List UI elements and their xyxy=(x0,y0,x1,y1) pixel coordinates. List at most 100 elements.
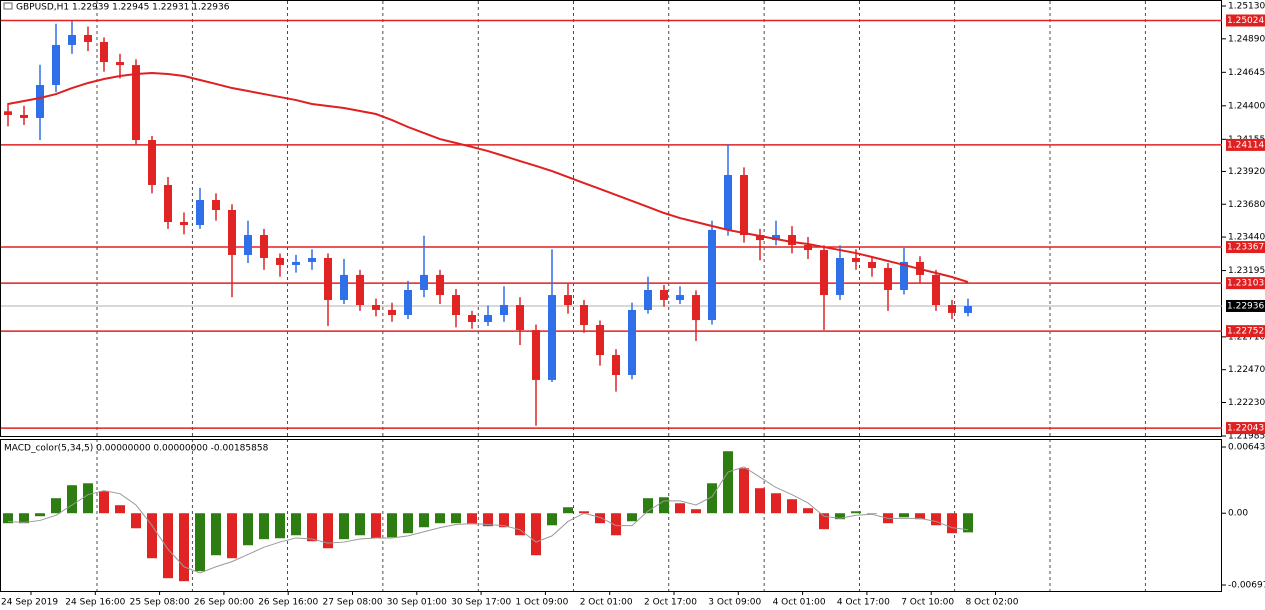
macd-bar xyxy=(835,513,845,520)
macd-bar xyxy=(851,511,861,514)
macd-bar xyxy=(915,513,925,520)
macd-bar xyxy=(467,513,477,525)
candle-body xyxy=(52,44,60,86)
level-label: 1.24114 xyxy=(1227,140,1264,150)
candle-body xyxy=(580,305,588,325)
macd-bar xyxy=(83,483,93,514)
y-tick-label: 1.24400 xyxy=(1228,101,1265,111)
last-price-label: 1.22936 xyxy=(1227,301,1264,311)
level-tag xyxy=(1226,138,1265,151)
macd-bar xyxy=(563,507,573,514)
y-tick-label: 1.24890 xyxy=(1228,34,1265,44)
macd-bar xyxy=(435,513,445,524)
macd-bar xyxy=(643,498,653,514)
candle-body xyxy=(4,111,12,115)
macd-bar xyxy=(339,513,349,540)
macd-bar xyxy=(35,513,45,517)
macd-bar xyxy=(275,513,285,539)
y-tick-label: 1.22710 xyxy=(1228,332,1265,342)
macd-bar xyxy=(371,513,381,539)
macd-title: MACD_color(5,34,5) 0.00000000 0.00000000… xyxy=(4,444,269,454)
level-label: 1.22043 xyxy=(1227,424,1264,434)
y-tick-label: 0.00 xyxy=(1228,509,1248,519)
symbol-icon xyxy=(3,2,13,10)
macd-bar xyxy=(723,451,733,514)
x-tick-label: 30 Sep 17:00 xyxy=(451,598,511,608)
candle-body xyxy=(452,295,460,315)
macd-bar xyxy=(739,468,749,514)
candle-body xyxy=(532,330,540,380)
level-label: 1.23367 xyxy=(1227,243,1264,253)
candle-body xyxy=(660,289,668,300)
candle-body xyxy=(132,65,140,140)
candle-body xyxy=(884,267,892,290)
candle-body xyxy=(356,274,364,306)
macd-bar xyxy=(163,513,173,579)
candle-body xyxy=(900,261,908,290)
candle-body xyxy=(820,250,828,296)
candle-body xyxy=(100,41,108,63)
macd-bar xyxy=(595,513,605,524)
macd-bar xyxy=(419,513,429,528)
candle-body xyxy=(932,274,940,306)
candle-body xyxy=(804,244,812,251)
candle-body xyxy=(212,200,220,210)
candle-body xyxy=(116,62,124,66)
y-tick-label: -0.00697 xyxy=(1228,581,1265,591)
macd-bar xyxy=(451,513,461,524)
macd-bar xyxy=(819,513,829,530)
candle-body xyxy=(308,257,316,262)
candle-body xyxy=(724,174,732,230)
x-tick-label: 2 Oct 17:00 xyxy=(644,598,697,608)
macd-bar xyxy=(3,513,13,524)
macd-bar xyxy=(131,513,141,529)
x-tick-label: 27 Sep 08:00 xyxy=(323,598,383,608)
level-tag xyxy=(1226,14,1265,27)
macd-bar xyxy=(675,503,685,514)
candle-body xyxy=(468,314,476,322)
candle-body xyxy=(548,295,556,380)
x-tick-label: 4 Oct 17:00 xyxy=(837,598,890,608)
candle-body xyxy=(324,257,332,300)
candle-body xyxy=(292,261,300,265)
candle-body xyxy=(276,257,284,265)
macd-bar xyxy=(515,513,525,536)
y-tick-label: 1.25130 xyxy=(1228,2,1265,12)
macd-bar xyxy=(307,513,317,542)
macd-frame xyxy=(0,439,1222,592)
x-tick-label: 4 Oct 01:00 xyxy=(773,598,826,608)
macd-bar xyxy=(771,493,781,514)
candle-body xyxy=(244,235,252,255)
macd-bar xyxy=(803,508,813,514)
candle-body xyxy=(756,235,764,241)
y-tick-label: 1.22230 xyxy=(1228,398,1265,408)
macd-bar xyxy=(627,513,637,522)
level-tag xyxy=(1226,277,1265,290)
candle-body xyxy=(948,305,956,313)
candle-body xyxy=(788,235,796,245)
macd-bar xyxy=(755,488,765,514)
candle-body xyxy=(708,229,716,321)
candle-body xyxy=(180,222,188,226)
candle-body xyxy=(420,274,428,290)
candle-body xyxy=(596,324,604,356)
level-label: 1.23103 xyxy=(1227,279,1264,289)
candle-body xyxy=(676,295,684,300)
x-tick-label: 2 Oct 01:00 xyxy=(580,598,633,608)
macd-bar xyxy=(179,513,189,582)
macd-bar xyxy=(659,497,669,514)
macd-bar xyxy=(963,513,973,533)
moving-average xyxy=(7,71,969,284)
macd-bar xyxy=(147,513,157,559)
macd-bar xyxy=(531,513,541,556)
macd-bar xyxy=(691,509,701,514)
chart-title: GBPUSD,H1 1.22939 1.22945 1.22931 1.2293… xyxy=(16,3,230,13)
macd-bar xyxy=(227,513,237,559)
candle-body xyxy=(36,85,44,118)
candle-body xyxy=(852,257,860,262)
y-tick-label: 1.22470 xyxy=(1228,365,1265,375)
macd-bar xyxy=(115,505,125,514)
candle-body xyxy=(772,235,780,241)
macd-bar xyxy=(499,513,509,528)
